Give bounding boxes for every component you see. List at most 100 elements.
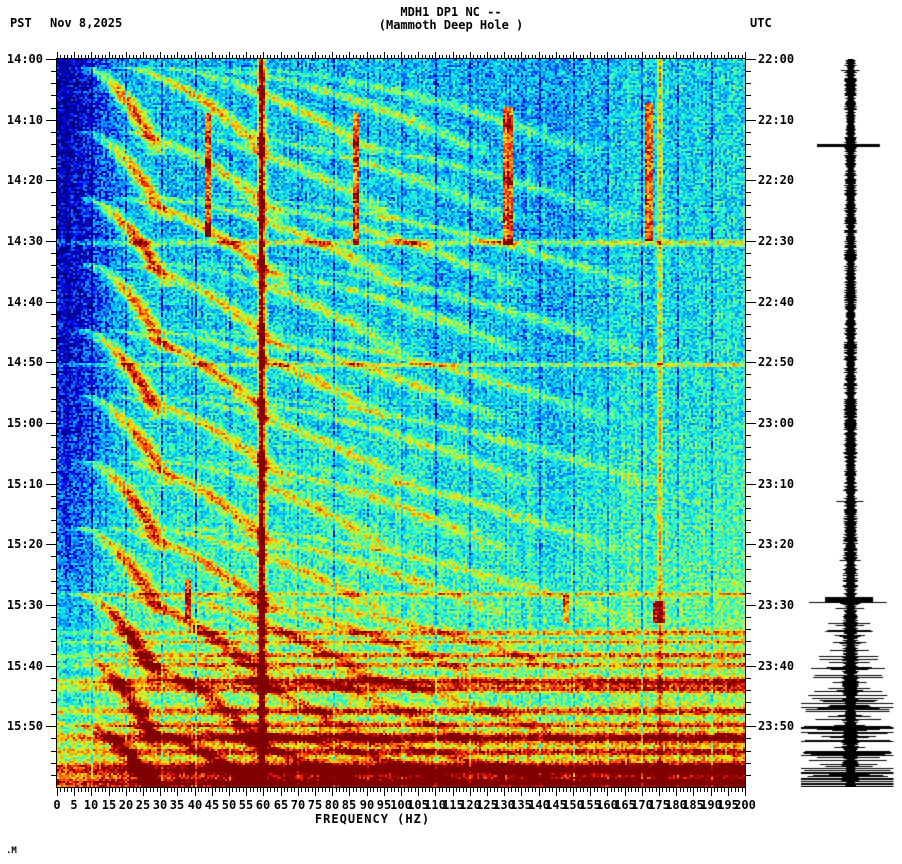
y-axis-right-minor-tick — [745, 520, 751, 521]
x-axis-minor-tick — [628, 787, 629, 792]
x-axis-top-tick — [346, 55, 347, 59]
y-axis-left-label: 14:00 — [6, 52, 43, 66]
y-axis-right-minor-tick — [745, 702, 751, 703]
y-axis-right-major-tick — [745, 241, 756, 242]
x-axis-minor-tick — [690, 787, 691, 792]
x-axis-top-tick — [394, 55, 395, 59]
x-axis-top-tick — [188, 55, 189, 59]
x-axis-top-tick — [649, 55, 650, 59]
y-axis-left-minor-tick — [51, 314, 57, 315]
x-axis-top-tick — [257, 55, 258, 59]
y-axis-right-label: 22:00 — [758, 52, 795, 66]
x-axis-top-tick — [198, 55, 199, 59]
y-axis-right-minor-tick — [745, 156, 751, 157]
spectrogram-panel[interactable] — [57, 59, 745, 787]
x-axis-top-tick — [301, 55, 302, 59]
x-axis-top-tick — [473, 55, 474, 59]
x-axis-major-tick — [229, 787, 230, 796]
y-axis-left-minor-tick — [51, 168, 57, 169]
x-axis-minor-tick — [64, 787, 65, 792]
x-axis-major-tick — [246, 787, 247, 796]
x-axis-top-tick — [81, 55, 82, 59]
y-axis-right-minor-tick — [745, 132, 751, 133]
y-axis-right-minor-tick — [745, 763, 751, 764]
x-axis-label: 45 — [204, 798, 220, 812]
y-axis-left-minor-tick — [51, 702, 57, 703]
y-axis-left-minor-tick — [51, 350, 57, 351]
x-axis-top-tick — [360, 55, 361, 59]
x-axis-minor-tick — [429, 787, 430, 792]
x-axis-minor-tick — [301, 787, 302, 792]
x-axis-top-tick — [71, 55, 72, 59]
x-axis-top-tick — [174, 55, 175, 59]
x-axis-minor-tick — [78, 787, 79, 792]
x-axis-minor-tick — [611, 787, 612, 792]
x-axis-label: 120 — [459, 798, 481, 812]
x-axis-minor-tick — [136, 787, 137, 792]
y-axis-right-major-tick — [745, 302, 756, 303]
y-axis-left-minor-tick — [51, 581, 57, 582]
page-title: MDH1 DP1 NC -- — [400, 5, 502, 19]
x-axis-minor-tick — [105, 787, 106, 792]
x-axis-minor-tick — [738, 787, 739, 792]
y-axis-right-major-tick — [745, 362, 756, 363]
x-axis-top-tick — [693, 52, 694, 59]
x-axis-minor-tick — [542, 787, 543, 792]
y-axis-right-label: 23:50 — [758, 719, 795, 733]
x-axis-major-tick — [728, 787, 729, 796]
spectrogram-image — [57, 59, 745, 787]
y-axis-left-minor-tick — [51, 569, 57, 570]
x-axis-minor-tick — [580, 787, 581, 792]
x-axis-top-tick — [652, 55, 653, 59]
x-axis-top-tick — [449, 55, 450, 59]
x-axis-minor-tick — [742, 787, 743, 792]
x-axis-minor-tick — [164, 787, 165, 792]
x-axis-top-tick — [456, 55, 457, 59]
x-axis-top-tick — [312, 55, 313, 59]
x-axis-top-tick — [508, 55, 509, 59]
x-axis-minor-tick — [201, 787, 202, 792]
x-axis-top-tick — [246, 52, 247, 59]
x-axis-minor-tick — [494, 787, 495, 792]
y-axis-right-minor-tick — [745, 192, 751, 193]
x-axis-top-tick — [270, 55, 271, 59]
x-axis-minor-tick — [167, 787, 168, 792]
x-axis-top-tick — [98, 55, 99, 59]
y-axis-left-minor-tick — [51, 678, 57, 679]
x-axis-top-tick — [487, 52, 488, 59]
y-axis-left-minor-tick — [51, 205, 57, 206]
x-axis-major-tick — [573, 787, 574, 796]
x-axis-major-tick — [57, 787, 58, 796]
y-axis-left-major-tick — [46, 59, 57, 60]
x-axis-minor-tick — [456, 787, 457, 792]
x-axis-major-tick — [659, 787, 660, 796]
x-axis-major-tick — [298, 787, 299, 796]
x-axis-top-tick — [181, 55, 182, 59]
x-axis-minor-tick — [549, 787, 550, 792]
x-axis-top-tick — [590, 52, 591, 59]
y-axis-left-minor-tick — [51, 108, 57, 109]
x-axis-label: 65 — [273, 798, 289, 812]
x-axis-label: 155 — [579, 798, 601, 812]
x-axis-top-tick — [687, 55, 688, 59]
y-axis-left-minor-tick — [51, 763, 57, 764]
x-axis-top-tick — [587, 55, 588, 59]
x-axis-label: 150 — [562, 798, 584, 812]
x-axis-top-tick — [60, 55, 61, 59]
x-axis-top-tick — [205, 55, 206, 59]
x-axis-minor-tick — [583, 787, 584, 792]
x-axis-minor-tick — [274, 787, 275, 792]
x-axis-top-tick — [724, 55, 725, 59]
x-axis-major-tick — [745, 787, 746, 796]
seismogram-panel[interactable] — [800, 59, 902, 787]
x-axis-major-tick — [263, 787, 264, 796]
x-axis-top-tick — [122, 55, 123, 59]
x-axis-top-tick — [126, 52, 127, 59]
x-axis-top-tick — [146, 55, 147, 59]
x-axis-top-tick — [253, 55, 254, 59]
x-axis-top-tick — [222, 55, 223, 59]
x-axis-top-tick — [656, 55, 657, 59]
y-axis-left-minor-tick — [51, 411, 57, 412]
x-axis-minor-tick — [552, 787, 553, 792]
x-axis-top-tick — [274, 55, 275, 59]
